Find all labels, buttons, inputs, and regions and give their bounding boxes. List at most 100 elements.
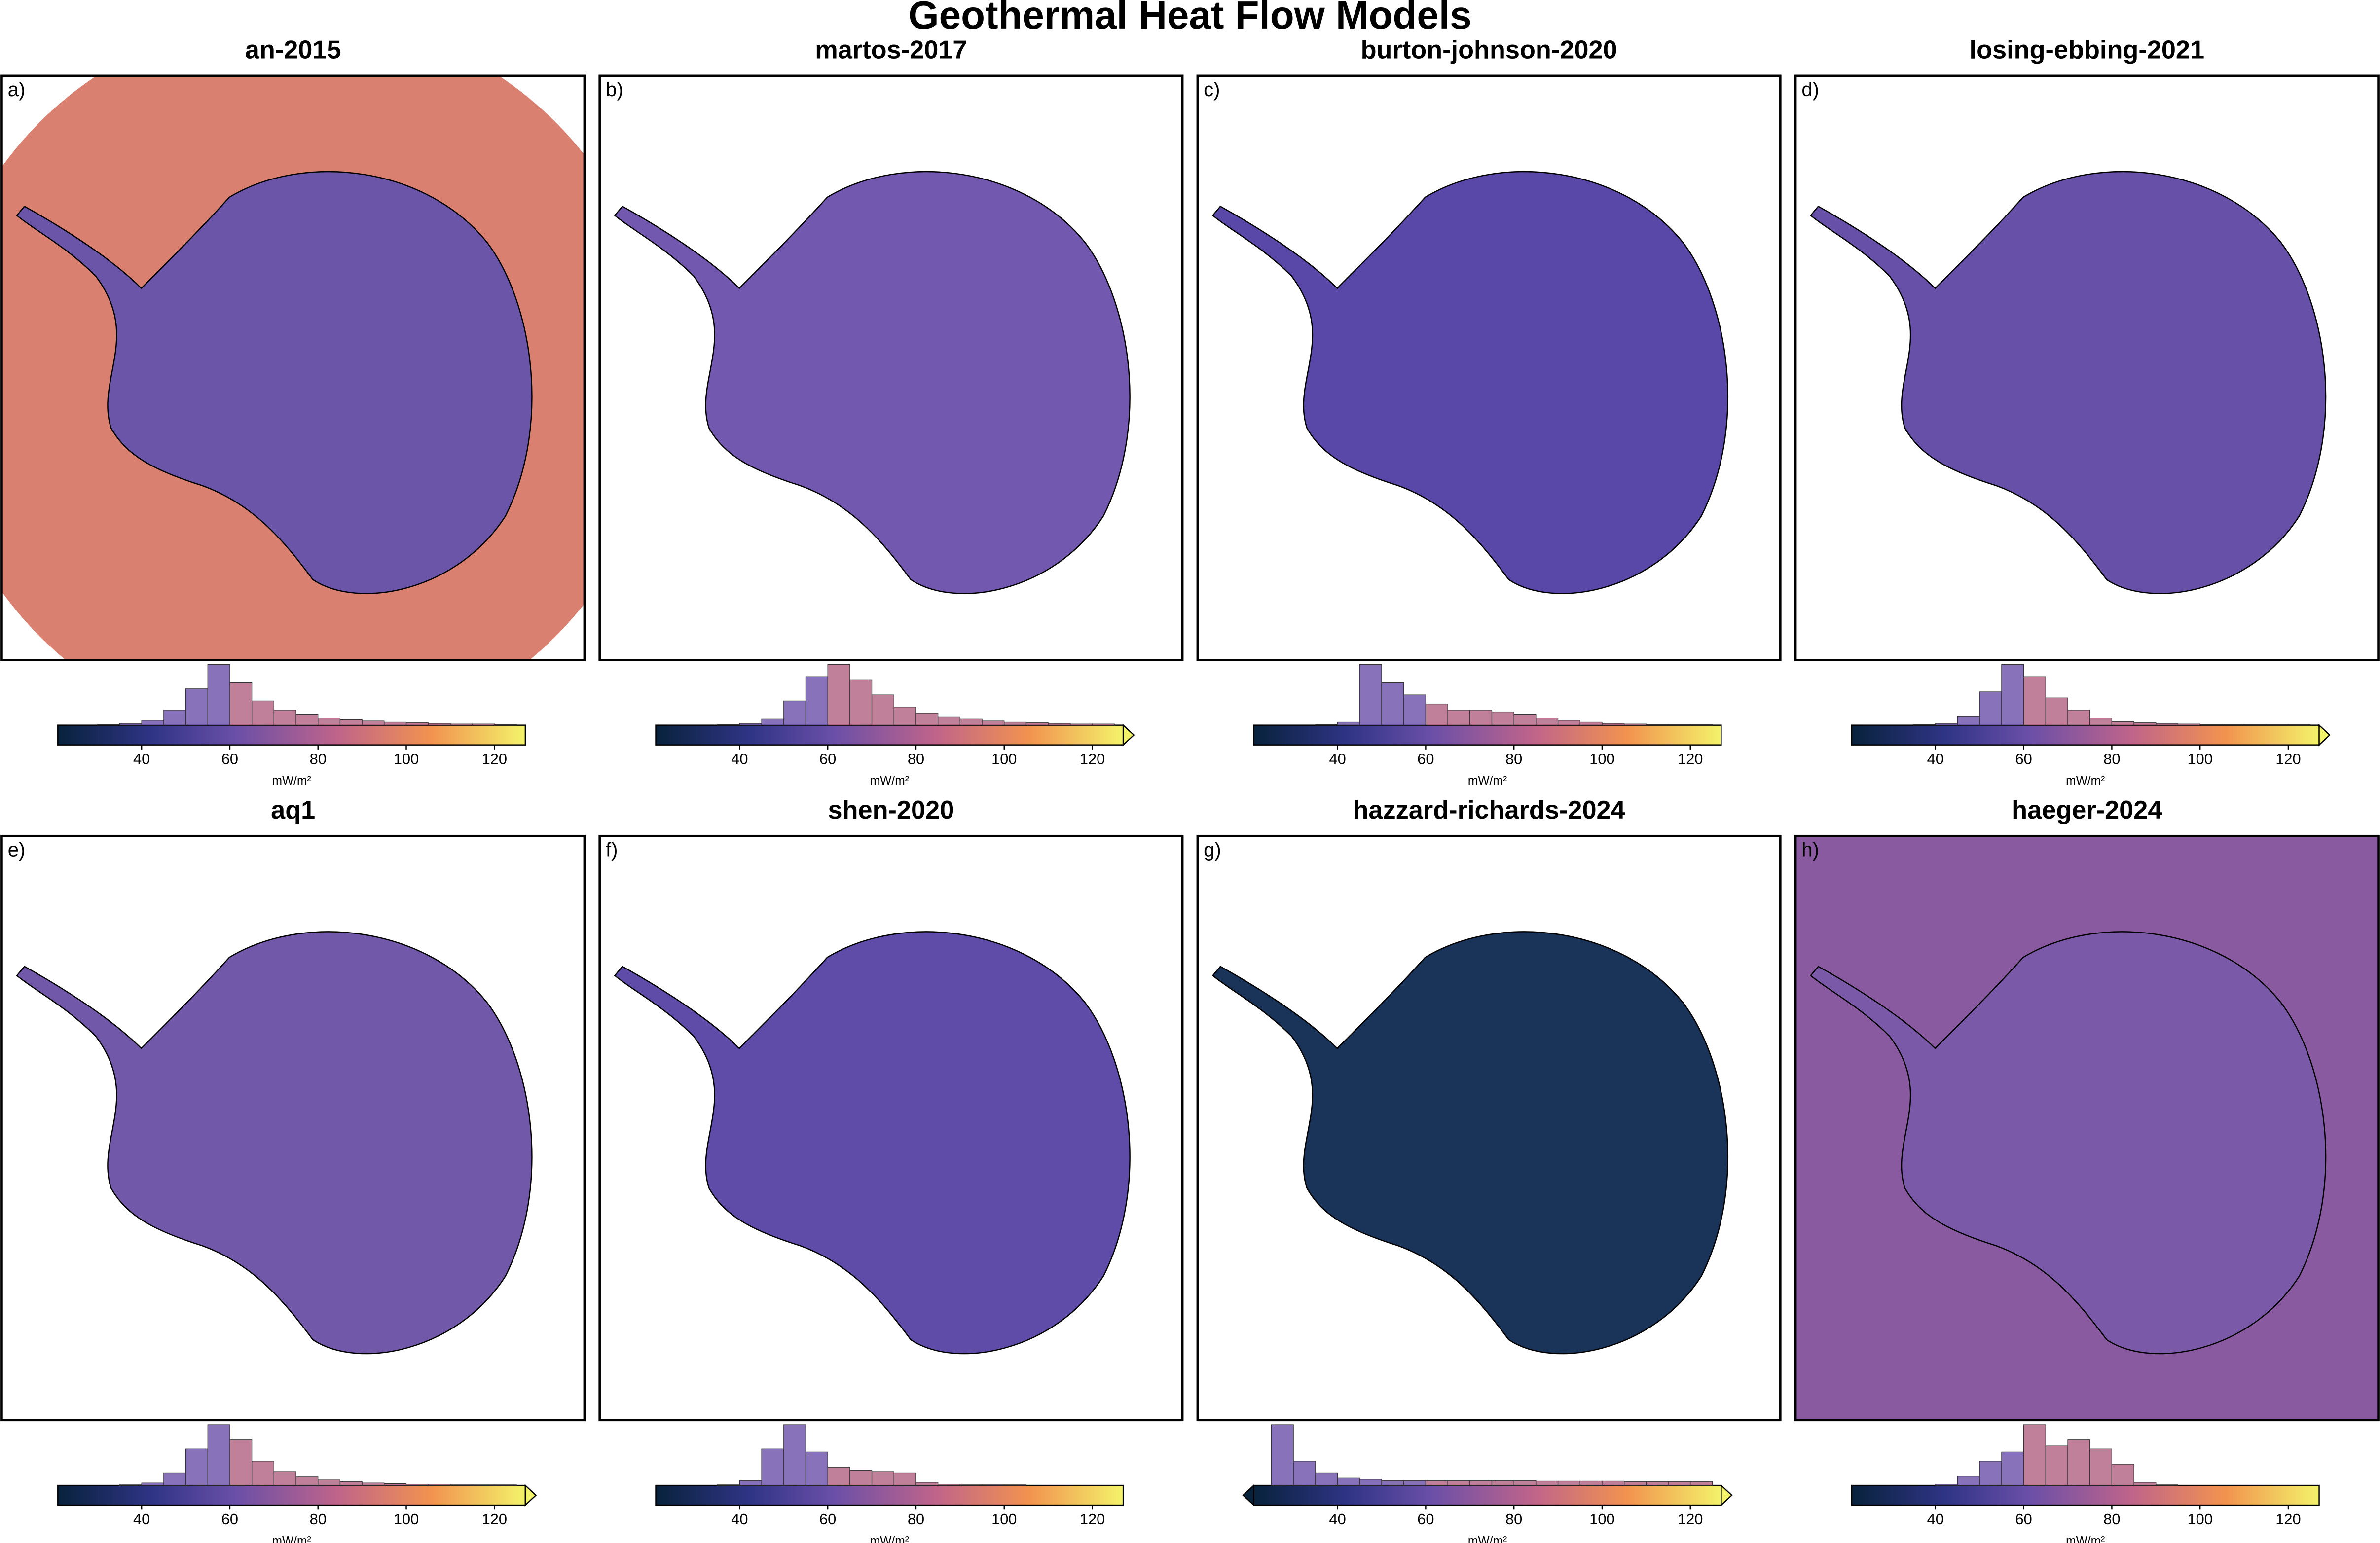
tick-label: 40 [1329, 1510, 1346, 1528]
histogram-bar [1271, 1424, 1294, 1486]
histogram-bar [893, 1472, 916, 1486]
tick-label: 120 [1678, 751, 1703, 768]
histogram-bar [1557, 720, 1580, 726]
tick-label: 40 [731, 751, 748, 768]
colorbar [655, 724, 1124, 746]
histogram-bar [893, 707, 916, 726]
panel-title: martos-2017 [815, 36, 967, 64]
histogram-bar [1403, 694, 1426, 726]
histogram-bar [229, 1439, 253, 1486]
axis-label: mW/m² [870, 1534, 909, 1543]
histogram-bar [739, 723, 762, 726]
map-frame [0, 834, 586, 1422]
histogram-bar [2222, 724, 2245, 726]
histogram-bar [384, 721, 407, 726]
histogram-bar [1668, 724, 1691, 726]
tick-label: 80 [1505, 1510, 1522, 1528]
tick-label: 100 [991, 1510, 1017, 1528]
histogram-bar [982, 720, 1005, 726]
histogram-bar [1646, 1481, 1669, 1486]
panel-label: e) [8, 839, 26, 861]
histogram-bar [2089, 1448, 2113, 1486]
histogram-bar [717, 724, 740, 726]
panel-label: g) [1204, 839, 1221, 861]
map [1795, 836, 2379, 1420]
histogram-bar [959, 718, 983, 726]
tick-label: 80 [908, 751, 924, 768]
histogram-bar [871, 694, 894, 726]
histogram-bar [1536, 718, 1559, 726]
histogram-bar [339, 719, 363, 726]
histogram-bar [119, 723, 142, 726]
tick-label: 60 [819, 751, 836, 768]
histogram-bar [783, 700, 806, 726]
histogram-bar [739, 1480, 762, 1486]
histogram-bar [1092, 723, 1115, 726]
histogram-bar [805, 1451, 828, 1486]
tick-label: 80 [2103, 1510, 2120, 1528]
histogram-bar [1469, 1480, 1493, 1486]
tick-label: 60 [1417, 1510, 1434, 1528]
colorbar [57, 1484, 526, 1506]
histogram-bar [915, 713, 939, 726]
continent [1212, 171, 1729, 595]
histogram-bar [2067, 710, 2090, 726]
histogram-bar [871, 1471, 894, 1486]
histogram-bar [1070, 723, 1093, 726]
continent [614, 931, 1131, 1355]
histogram-bar [1293, 1461, 1316, 1486]
map-frame [1196, 834, 1782, 1422]
map [614, 931, 1131, 1355]
map [1810, 171, 2327, 595]
tick-label: 40 [133, 1510, 150, 1528]
panel-title: shen-2020 [828, 796, 954, 825]
histogram-bar [761, 718, 784, 726]
histogram-bar [163, 710, 186, 726]
histogram-bar [805, 676, 828, 726]
panel-title: haeger-2024 [2012, 796, 2162, 825]
histogram-bar [938, 716, 960, 726]
tick-label: 60 [221, 751, 238, 768]
panel-label: c) [1204, 79, 1220, 101]
histogram-bar [1602, 723, 1625, 726]
histogram-bar [1381, 1480, 1404, 1486]
histogram-bar [849, 679, 873, 726]
histogram-bar [273, 1471, 296, 1486]
tick-label: 40 [133, 751, 150, 768]
histogram-bar [2001, 664, 2024, 726]
tick-label: 100 [394, 1510, 419, 1528]
tick-label: 60 [221, 1510, 238, 1528]
histogram-bar [1315, 1472, 1338, 1486]
histogram-bar [1359, 664, 1382, 726]
histogram-bar [273, 710, 296, 726]
histogram-bar [1447, 710, 1470, 726]
axis-label: mW/m² [1468, 1534, 1507, 1543]
map-frame [1794, 834, 2380, 1422]
histogram-bar [1979, 1461, 2002, 1486]
histogram-bar [1513, 714, 1537, 726]
tick-label: 80 [310, 751, 327, 768]
histogram-bar [1025, 722, 1049, 726]
histogram-bar [1579, 721, 1603, 726]
colorbar [1851, 724, 2320, 746]
tick-label: 80 [2103, 751, 2120, 768]
colorbar-extend [2318, 723, 2331, 747]
continent [614, 171, 1131, 595]
tick-label: 60 [1417, 751, 1434, 768]
histogram-bar [1381, 682, 1404, 726]
panel-label: b) [606, 79, 623, 101]
tick-label: 120 [482, 751, 507, 768]
tick-label: 80 [310, 1510, 327, 1528]
tick-label: 120 [2275, 1510, 2301, 1528]
histogram-bar [1602, 1480, 1625, 1486]
panel-label: a) [8, 79, 26, 101]
histogram-bar [915, 1482, 939, 1486]
histogram-bar [1337, 1477, 1360, 1486]
histogram-bar [2288, 724, 2311, 726]
continent [16, 931, 533, 1355]
map [1, 75, 585, 660]
histogram-bar [1337, 721, 1360, 726]
histogram-bar [207, 664, 230, 726]
map-frame [0, 74, 586, 661]
